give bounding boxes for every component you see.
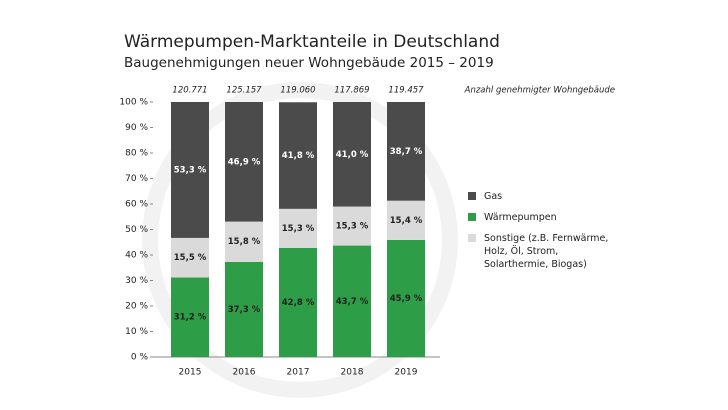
total-label: 117.869	[334, 86, 369, 96]
legend-item: Wärmepumpen	[468, 211, 628, 224]
x-tick-label: 2018	[341, 368, 364, 378]
bar-segment	[333, 206, 371, 246]
bar-segment	[225, 261, 263, 357]
x-tick-label: 2016	[233, 368, 256, 378]
bar-segment	[387, 102, 425, 201]
value-label: 46,9 %	[228, 157, 261, 167]
x-tick-label: 2019	[395, 368, 418, 378]
legend-swatch	[468, 192, 476, 200]
legend-label: Gas	[484, 191, 503, 202]
bar-segment	[333, 102, 371, 207]
bar-segment	[279, 102, 317, 209]
totals-caption: Anzahl genehmigter Wohngebäude	[464, 86, 615, 96]
y-tick-label: 50 %	[125, 225, 148, 235]
legend-swatch	[468, 213, 476, 221]
value-label: 15,3 %	[282, 224, 315, 234]
bar-segment	[171, 102, 209, 238]
value-label: 37,3 %	[228, 305, 261, 315]
total-label: 119.457	[388, 86, 424, 96]
legend-item: Sonstige (z.B. Fernwärme, Holz, Öl, Stro…	[468, 232, 628, 271]
y-tick-label: 80 %	[125, 149, 148, 159]
value-label: 38,7 %	[390, 147, 423, 157]
y-tick-label: 40 %	[125, 251, 148, 261]
bar-segment	[279, 247, 317, 357]
legend-swatch	[468, 234, 476, 242]
y-tick-label: 0 %	[131, 353, 149, 363]
bar-segment	[171, 277, 209, 357]
watermark	[142, 82, 458, 398]
value-label: 41,0 %	[336, 150, 369, 160]
value-label: 53,3 %	[174, 165, 207, 175]
bar-segment	[171, 237, 209, 278]
legend-label: Sonstige (z.B. Fernwärme, Holz, Öl, Stro…	[484, 233, 609, 270]
value-label: 41,8 %	[282, 151, 315, 161]
total-label: 125.157	[226, 86, 262, 96]
y-tick-label: 60 %	[125, 200, 148, 210]
bar-segment	[333, 245, 371, 357]
value-label: 15,8 %	[228, 237, 261, 247]
legend-label: Wärmepumpen	[484, 212, 557, 223]
chart-subtitle: Baugenehmigungen neuer Wohngebäude 2015 …	[124, 55, 494, 71]
y-tick-label: 20 %	[125, 302, 148, 312]
bar-segment	[225, 221, 263, 262]
x-tick-label: 2017	[287, 368, 310, 378]
chart-title: Wärmepumpen-Marktanteile in Deutschland	[124, 32, 500, 52]
value-label: 15,5 %	[174, 253, 207, 263]
y-tick-label: 10 %	[125, 327, 148, 337]
y-tick-label: 70 %	[125, 174, 148, 184]
legend-item: Gas	[468, 190, 628, 203]
value-label: 15,4 %	[390, 216, 423, 226]
value-label: 45,9 %	[390, 294, 423, 304]
x-tick-label: 2015	[179, 368, 202, 378]
y-tick-label: 30 %	[125, 276, 148, 286]
value-label: 43,7 %	[336, 297, 369, 307]
bar-segment	[387, 200, 425, 240]
bar-segment	[279, 208, 317, 248]
y-tick-label: 90 %	[125, 123, 148, 133]
bar-segment	[225, 102, 263, 222]
total-label: 119.060	[280, 86, 315, 96]
y-tick-label: 100 %	[119, 98, 148, 108]
value-label: 15,3 %	[336, 222, 369, 232]
legend: Gas Wärmepumpen Sonstige (z.B. Fernwärme, …	[468, 190, 628, 279]
bar-segment	[387, 239, 425, 357]
value-label: 42,8 %	[282, 298, 315, 308]
value-label: 31,2 %	[174, 313, 207, 323]
total-label: 120.771	[172, 86, 207, 96]
